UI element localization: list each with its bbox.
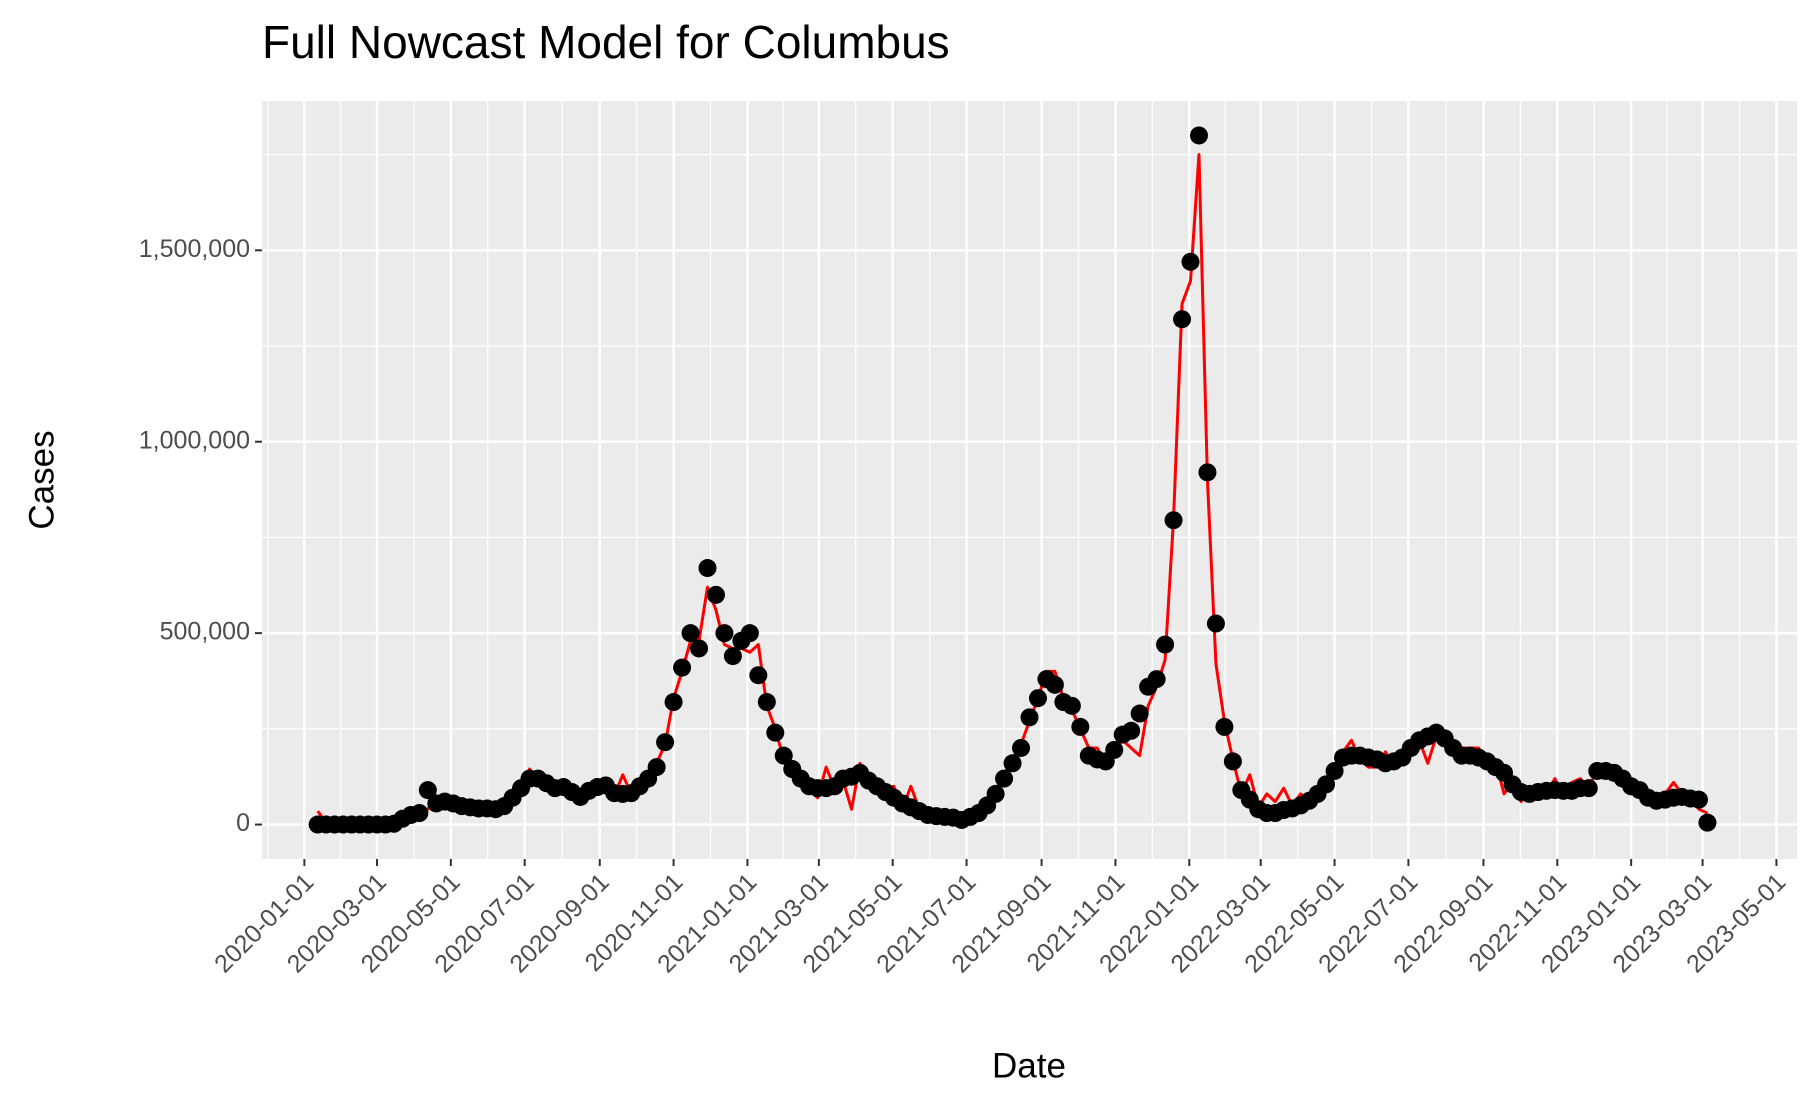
data-point <box>1181 252 1200 271</box>
data-point <box>1579 779 1598 798</box>
data-point <box>681 624 700 643</box>
data-point <box>1317 775 1336 794</box>
data-point <box>1223 752 1242 771</box>
data-point <box>1062 696 1081 715</box>
data-point <box>1215 717 1234 736</box>
data-point <box>664 693 683 712</box>
x-axis-title: Date <box>992 1046 1066 1085</box>
data-point <box>1122 721 1141 740</box>
data-point <box>1130 704 1149 723</box>
data-point <box>1189 126 1208 145</box>
data-point <box>418 781 437 800</box>
data-point <box>1698 813 1717 832</box>
data-point <box>715 624 734 643</box>
data-point <box>698 559 717 578</box>
data-point <box>1206 614 1225 633</box>
data-point <box>410 804 429 823</box>
y-tick-label: 0 <box>236 809 250 837</box>
data-point <box>766 723 785 742</box>
data-point <box>690 639 709 658</box>
data-point <box>1198 463 1217 482</box>
y-tick-label: 1,000,000 <box>139 426 250 454</box>
data-point <box>1147 670 1166 689</box>
y-axis-title: Cases <box>22 430 61 529</box>
data-point <box>774 746 793 765</box>
data-point <box>656 733 675 752</box>
data-point <box>986 784 1005 803</box>
chart-title: Full Nowcast Model for Columbus <box>262 16 950 68</box>
data-point <box>1028 689 1047 708</box>
data-point <box>1156 635 1175 654</box>
data-point <box>1325 761 1344 780</box>
plot-panel <box>262 101 1797 859</box>
y-tick-label: 500,000 <box>160 618 250 646</box>
panel-background <box>262 101 1797 859</box>
data-point <box>1173 310 1192 329</box>
data-point <box>1012 738 1031 757</box>
data-point <box>1020 708 1039 727</box>
data-point <box>995 769 1014 788</box>
data-point <box>1003 754 1022 773</box>
y-tick-label: 1,500,000 <box>139 235 250 263</box>
data-point <box>647 758 666 777</box>
data-point <box>706 585 725 604</box>
data-point <box>723 647 742 666</box>
data-point <box>1164 511 1183 530</box>
data-point <box>1689 790 1708 809</box>
data-point <box>1071 717 1090 736</box>
data-point <box>757 693 776 712</box>
data-point <box>749 666 768 685</box>
data-point <box>1105 740 1124 759</box>
data-point <box>740 624 759 643</box>
data-point <box>673 658 692 677</box>
data-point <box>1045 675 1064 694</box>
